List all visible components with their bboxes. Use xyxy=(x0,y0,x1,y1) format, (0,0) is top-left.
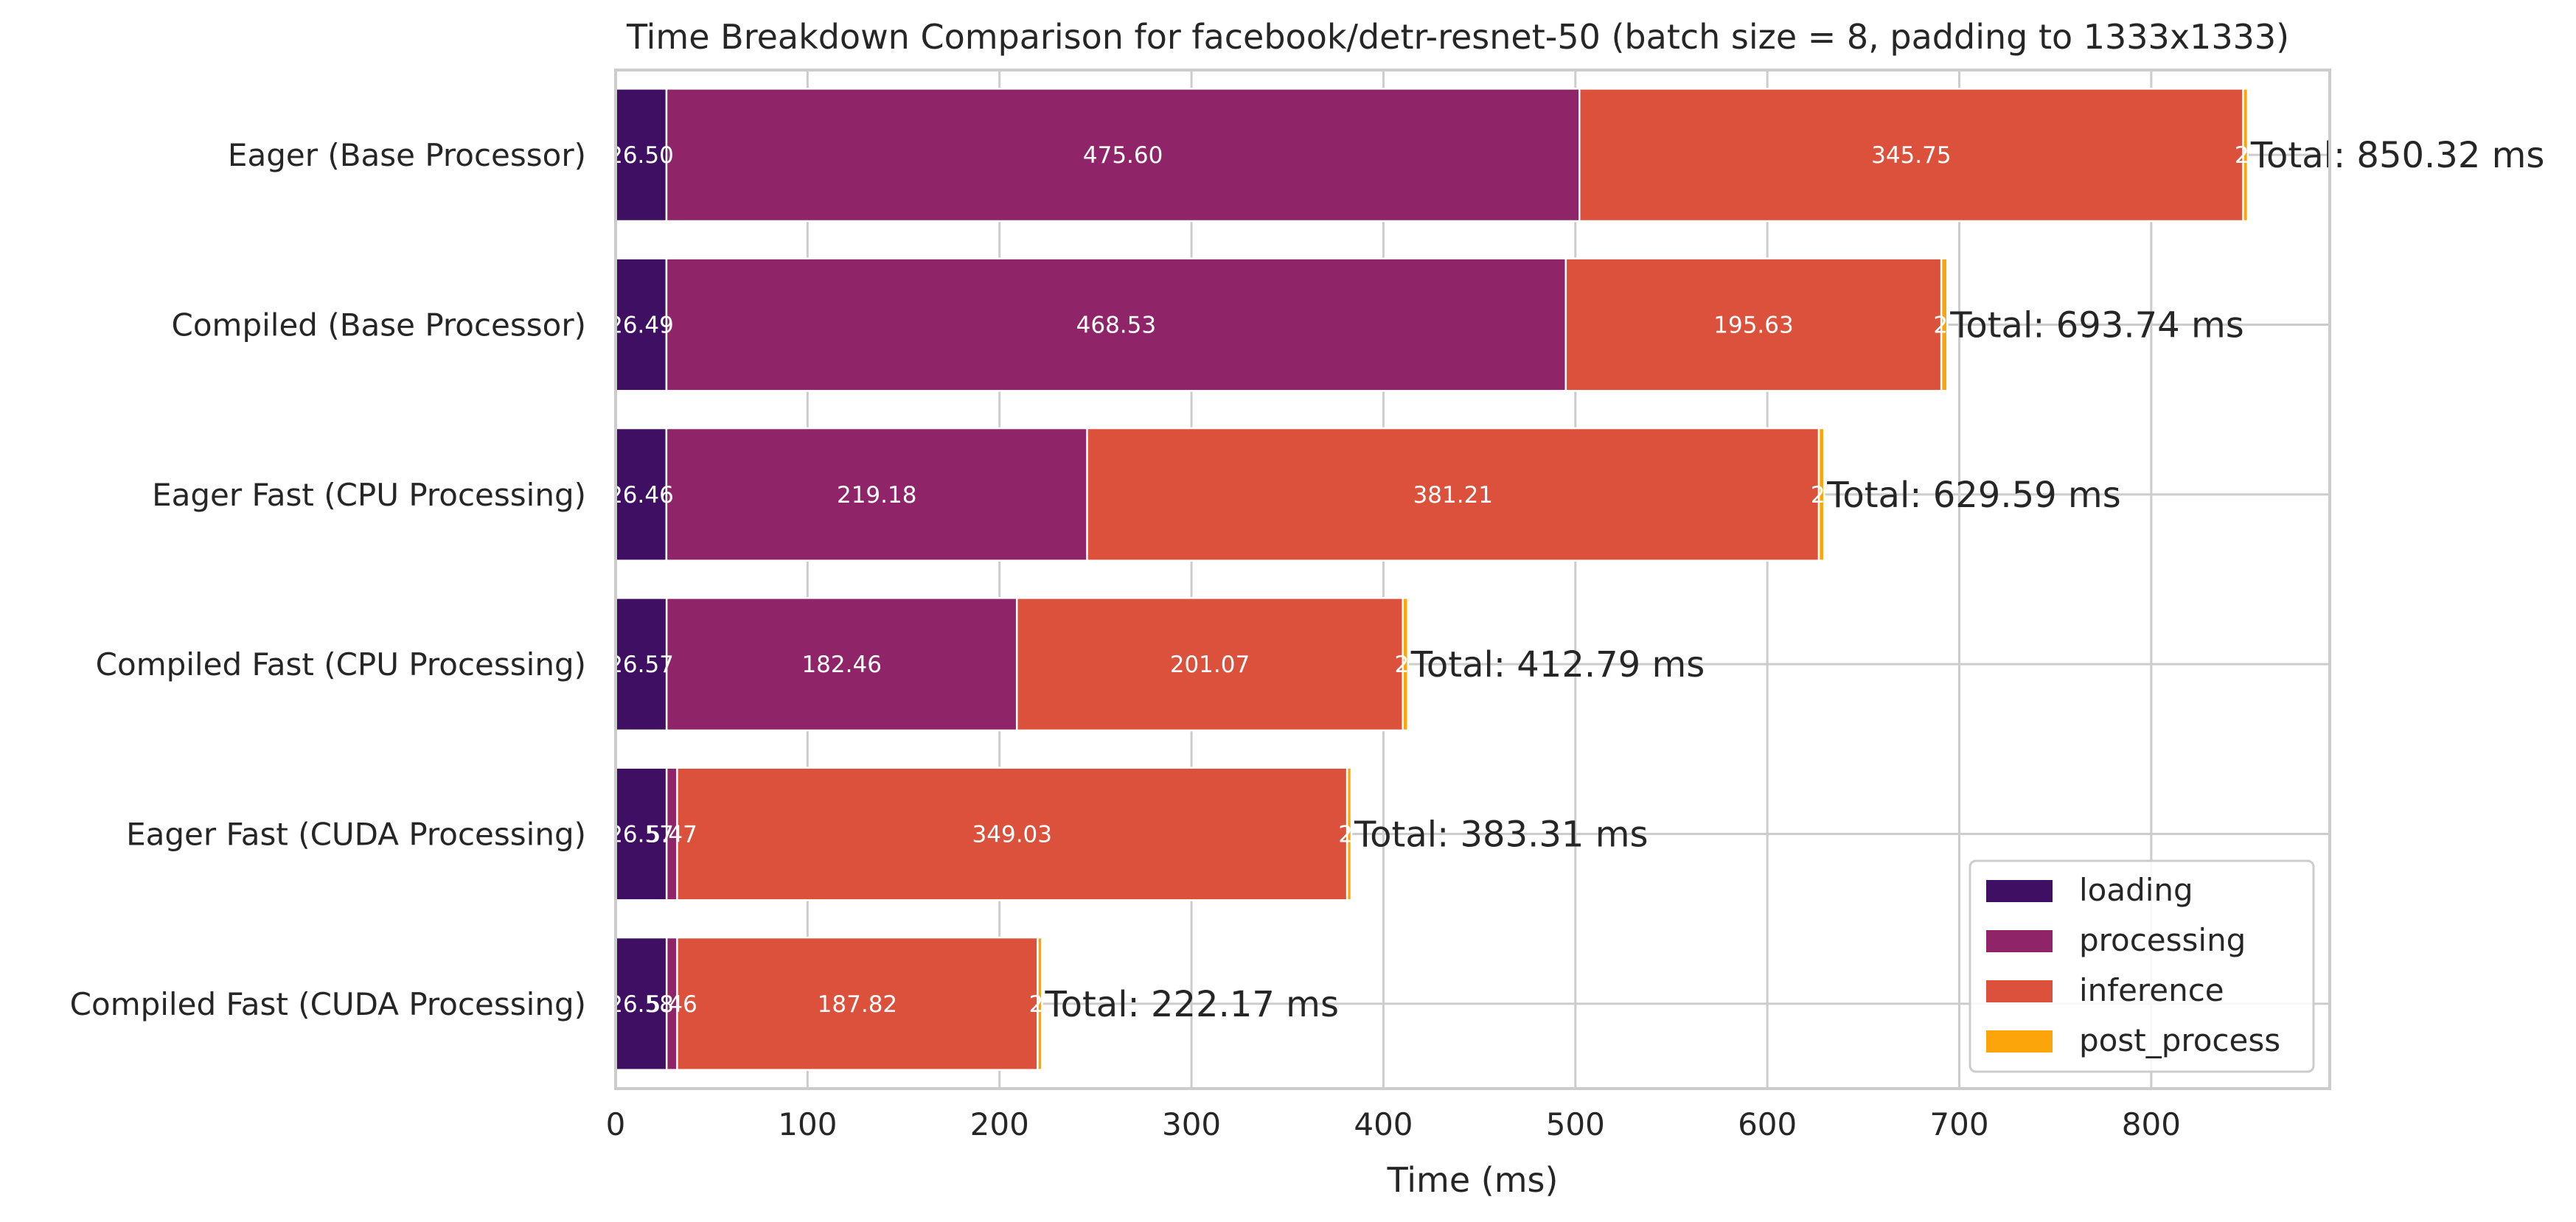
segment-label: 26.58 xyxy=(608,991,674,1018)
x-tick-label: 500 xyxy=(1546,1106,1605,1142)
bar-segment-processing xyxy=(665,597,1018,732)
bar-segment-post_process xyxy=(1402,597,1409,732)
bars xyxy=(614,88,2249,1071)
y-tick-label: Eager (Base Processor) xyxy=(228,137,586,173)
data-labels: 26.50 475.60 345.75 2.Total: 850.32 ms26.49… xyxy=(608,135,2544,1025)
x-tick-label: 400 xyxy=(1354,1106,1413,1142)
segment-label: 475.60 xyxy=(1083,142,1163,169)
legend-swatch-inference xyxy=(1986,980,2053,1002)
segment-label: 381.21 xyxy=(1413,482,1493,509)
total-label: Total: 629.59 ms xyxy=(1826,475,2121,516)
segment-label: 2. xyxy=(2235,142,2257,169)
segment-label: 201.07 xyxy=(1170,652,1250,678)
segment-label: 2. xyxy=(1811,482,1833,509)
segment-label: 195.63 xyxy=(1713,313,1793,339)
segment-label: 468.53 xyxy=(1076,313,1156,339)
y-tick-label: Eager Fast (CPU Processing) xyxy=(152,477,586,513)
total-label: Total: 850.32 ms xyxy=(2250,135,2545,176)
x-axis-title: Time (ms) xyxy=(1387,1160,1559,1200)
segment-label: 349.03 xyxy=(972,822,1052,848)
legend-label-post_process: post_process xyxy=(2079,1022,2280,1058)
segment-label: 26.50 xyxy=(608,142,674,169)
bar-segment-processing xyxy=(665,257,1567,392)
total-label: Total: 412.79 ms xyxy=(1410,644,1705,685)
bar-segment-inference xyxy=(1578,88,2244,223)
bar-segment-post_process xyxy=(2242,88,2249,223)
y-tick-label: Compiled Fast (CUDA Processing) xyxy=(70,986,586,1022)
x-tick-label: 300 xyxy=(1162,1106,1221,1142)
bar-segment-inference xyxy=(1015,597,1404,732)
bar-segment-post_process xyxy=(1037,936,1043,1071)
bar-segment-post_process xyxy=(1940,257,1949,392)
segment-label: 5.47 xyxy=(647,822,697,848)
legend-swatch-loading xyxy=(1986,880,2053,902)
legend-label-loading: loading xyxy=(2079,872,2193,908)
segment-label: 187.82 xyxy=(818,991,897,1018)
bar-segment-loading xyxy=(614,257,668,392)
bar-segment-processing xyxy=(665,427,1088,562)
x-tick-label: 800 xyxy=(2122,1106,2181,1142)
x-tick-label: 0 xyxy=(606,1106,626,1142)
segment-label: 2. xyxy=(1933,313,1955,339)
segment-label: 5.46 xyxy=(647,991,697,1018)
plot-frame xyxy=(614,69,2331,1090)
bar-segment-inference xyxy=(1086,427,1820,562)
segment-label: 2. xyxy=(1338,822,1360,848)
bar-segment-loading xyxy=(614,597,668,732)
legend-swatch-post_process xyxy=(1986,1030,2053,1052)
legend-label-inference: inference xyxy=(2079,972,2224,1008)
segment-label: 345.75 xyxy=(1871,142,1951,169)
segment-label: 26.57 xyxy=(608,822,674,848)
axis-ticks: 0 100 200 300 400 500 600 700 800 Eager (Base Pro… xyxy=(70,137,2181,1142)
segment-label: 26.57 xyxy=(608,652,674,678)
bar-segment-loading xyxy=(614,767,668,901)
segment-label: 2. xyxy=(1029,991,1051,1018)
y-tick-label: Eager Fast (CUDA Processing) xyxy=(126,817,586,853)
bar-segment-processing xyxy=(665,88,1581,223)
x-tick-label: 700 xyxy=(1929,1106,1988,1142)
segment-label: 219.18 xyxy=(837,482,916,509)
total-label: Total: 222.17 ms xyxy=(1044,984,1339,1025)
x-tick-label: 600 xyxy=(1738,1106,1797,1142)
legend: loading processing inference post_process xyxy=(1968,859,2315,1073)
bar-segment-post_process xyxy=(1346,767,1353,901)
x-tick-label: 200 xyxy=(970,1106,1029,1142)
legend-label-processing: processing xyxy=(2079,922,2246,958)
y-tick-label: Compiled Fast (CPU Processing) xyxy=(96,646,586,682)
segment-label: 182.46 xyxy=(801,652,881,678)
segment-label: 26.46 xyxy=(608,482,674,509)
y-tick-label: Compiled (Base Processor) xyxy=(172,307,586,343)
total-label: Total: 383.31 ms xyxy=(1354,814,1649,856)
bar-segment-inference xyxy=(676,936,1039,1071)
bar-segment-post_process xyxy=(1817,427,1825,562)
x-tick-label: 100 xyxy=(778,1106,837,1142)
legend-swatch-processing xyxy=(1986,930,2053,952)
legend-box xyxy=(1968,859,2315,1073)
chart-title: Time Breakdown Comparison for facebook/d… xyxy=(626,17,2289,57)
segment-label: 26.49 xyxy=(608,313,674,339)
segment-label: 2. xyxy=(1394,652,1416,678)
total-label: Total: 693.74 ms xyxy=(1949,305,2244,346)
